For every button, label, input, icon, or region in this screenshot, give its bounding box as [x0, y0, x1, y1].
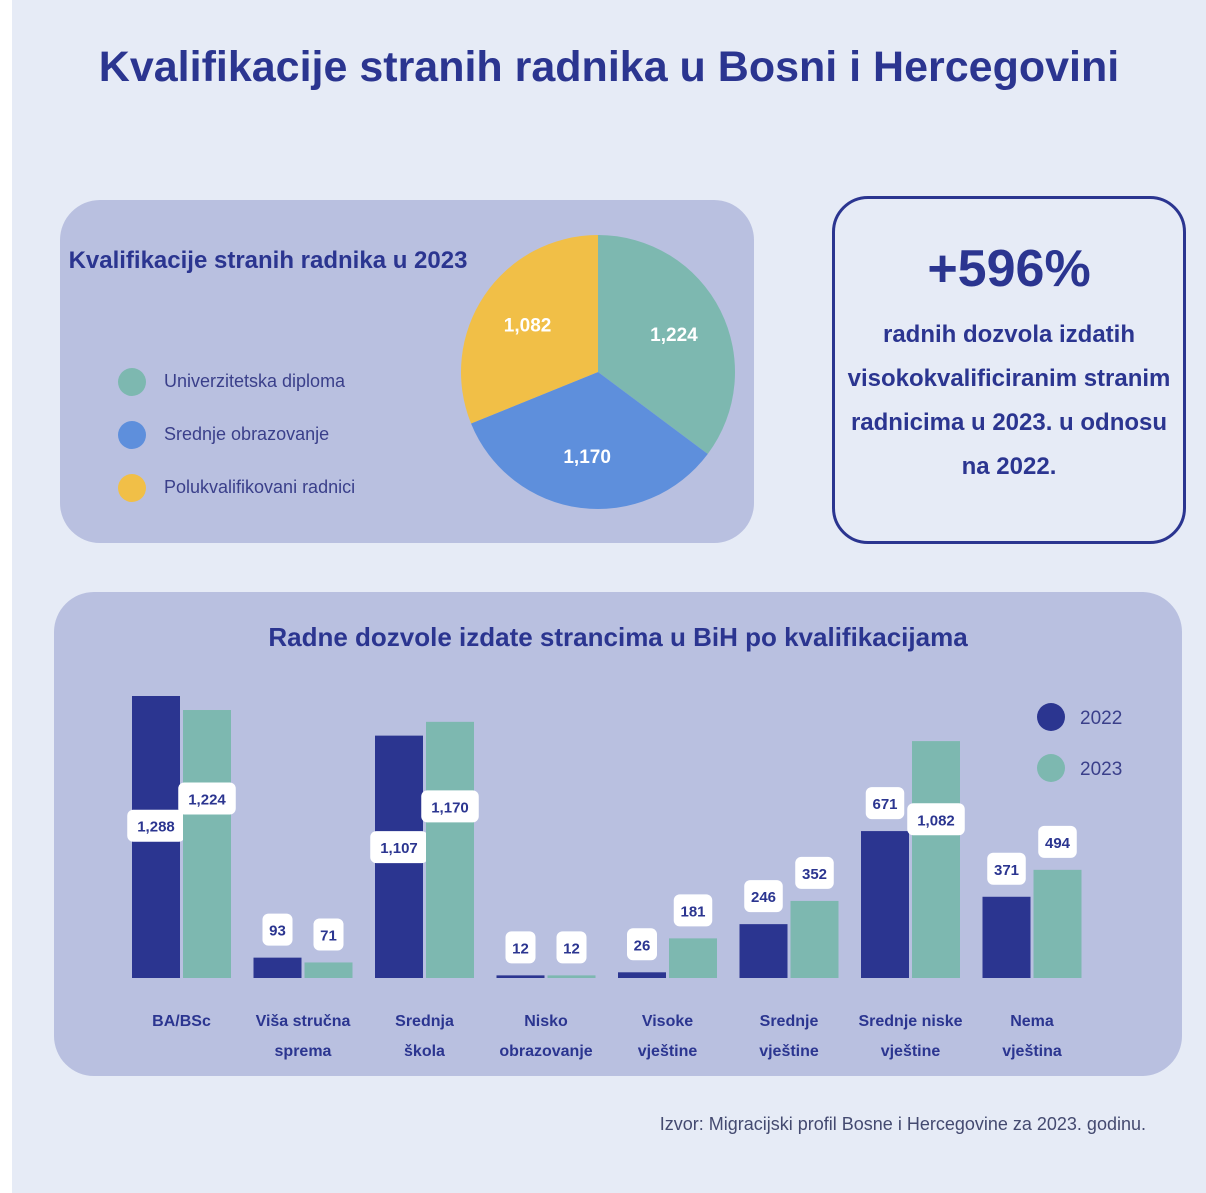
stat-description: radnih dozvola izdatih visokokvalificira…	[847, 321, 1171, 480]
bar-label-box	[127, 809, 185, 842]
bar-label-box	[262, 913, 293, 946]
bar-label-box	[505, 931, 536, 964]
pie-slice-0	[598, 235, 735, 455]
legend-swatch-polukvalifikovani	[118, 473, 146, 502]
bar-value-label: 1,082	[917, 812, 955, 829]
bar-label-box	[907, 803, 965, 836]
bar-label-box	[627, 928, 657, 961]
pie-chart-panel: Kvalifikacije stranih radnika u 2023 Uni…	[60, 200, 754, 543]
pie-slice-1	[471, 372, 708, 510]
bar-value-label: 246	[751, 889, 776, 906]
pie-chart: 1,224 1,170 1,082	[461, 235, 735, 510]
bar-label-box	[556, 931, 587, 964]
category-label: Srednje	[760, 1013, 819, 1030]
bar-2022-1	[253, 957, 302, 978]
bar-value-label: 181	[680, 903, 705, 920]
pie-legend: Univerzitetska diploma Srednje obrazovan…	[118, 355, 355, 514]
category-label: BA/BSc	[152, 1013, 211, 1030]
category-label: Viša stručna	[256, 1013, 351, 1030]
bar-value-label: 12	[563, 940, 580, 957]
bar-legend-label: 2022	[1080, 708, 1122, 729]
bar-2023-1	[304, 962, 353, 978]
pie-slice-label-0: 1,224	[650, 325, 698, 346]
bar-label-box	[421, 790, 479, 823]
bar-2023-7	[1033, 869, 1082, 978]
category-label: obrazovanje	[499, 1043, 592, 1060]
bar-2023-0	[183, 710, 231, 978]
bar-legend-swatch-2022	[1037, 703, 1065, 731]
bar-label-box	[673, 894, 713, 927]
bar-legend-swatch-2023	[1037, 754, 1065, 782]
bar-value-label: 93	[269, 923, 286, 940]
bar-label-box	[987, 852, 1026, 885]
bar-label-box	[865, 787, 905, 820]
bar-label-box	[795, 856, 834, 889]
bar-label-box	[313, 918, 344, 951]
category-label: sprema	[275, 1043, 332, 1060]
bar-value-label: 1,107	[380, 840, 418, 857]
bar-value-label: 494	[1045, 835, 1071, 852]
bar-legend-label: 2023	[1080, 759, 1122, 780]
pie-slice-label-1: 1,170	[563, 447, 611, 468]
bar-2023-3	[547, 975, 596, 978]
bar-value-label: 371	[994, 862, 1019, 879]
pie-slice-label-2: 1,082	[504, 316, 552, 337]
category-label: Nisko	[524, 1013, 568, 1030]
legend-label: Srednje obrazovanje	[164, 424, 330, 444]
pie-legend-item: Univerzitetska diploma	[118, 355, 355, 408]
bar-2023-6	[912, 741, 960, 978]
legend-swatch-srednje	[118, 420, 146, 449]
category-label: vještine	[759, 1043, 819, 1060]
legend-swatch-univerzitetska	[118, 367, 146, 396]
pie-slice-2	[461, 235, 598, 424]
pie-legend-item: Srednje obrazovanje	[118, 408, 355, 461]
bar-value-label: 71	[320, 927, 337, 944]
category-label: Srednja	[395, 1013, 454, 1030]
bar-2022-3	[496, 975, 545, 978]
bar-value-label: 1,224	[188, 791, 226, 808]
bar-2022-7	[982, 896, 1031, 978]
category-label: Visoke	[642, 1013, 693, 1030]
bar-value-label: 671	[872, 796, 897, 813]
pie-legend-item: Polukvalifikovani radnici	[118, 461, 355, 514]
legend-label: Univerzitetska diploma	[164, 371, 346, 391]
bar-value-label: 1,288	[137, 819, 175, 836]
category-label: Srednje niske	[858, 1013, 962, 1030]
category-label: vještine	[638, 1043, 698, 1060]
stat-value: +596%	[927, 240, 1091, 298]
bar-2023-4	[669, 938, 717, 978]
stat-callout: +596% radnih dozvola izdatih visokokvali…	[832, 196, 1186, 544]
bar-chart-panel: Radne dozvole izdate strancima u BiH po …	[54, 592, 1182, 1076]
category-label: vještine	[881, 1043, 941, 1060]
pie-chart-title: Kvalifikacije stranih radnika u 2023	[68, 247, 468, 274]
bar-chart-title: Radne dozvole izdate strancima u BiH po …	[268, 622, 968, 652]
bar-2022-6	[861, 831, 909, 978]
bar-2023-5	[790, 900, 839, 978]
bar-2022-5	[739, 924, 788, 978]
bar-chart: 1,288 1,224 BA/BSc 93 71 Viša stručna sprema 1,…	[127, 696, 1122, 1060]
category-label: škola	[404, 1043, 445, 1060]
page-title: Kvalifikacije stranih radnika u Bosni i …	[98, 43, 1120, 91]
bar-value-label: 352	[802, 866, 827, 883]
bar-value-label: 12	[512, 940, 529, 957]
bar-2022-4	[618, 972, 666, 978]
category-label: vještina	[1002, 1043, 1062, 1060]
bar-2023-2	[426, 721, 474, 978]
infographic-page: Kvalifikacije stranih radnika u Bosni i …	[12, 0, 1206, 1193]
bar-value-label: 1,170	[431, 799, 469, 816]
bar-label-box	[178, 782, 236, 815]
source-note: Izvor: Migracijski profil Bosne i Herceg…	[659, 1114, 1146, 1134]
bar-value-label: 26	[634, 937, 651, 954]
bar-label-box	[1038, 825, 1077, 858]
bar-label-box	[744, 880, 783, 913]
category-label: Nema	[1010, 1013, 1054, 1030]
bar-label-box	[370, 831, 428, 864]
legend-label: Polukvalifikovani radnici	[164, 477, 356, 497]
